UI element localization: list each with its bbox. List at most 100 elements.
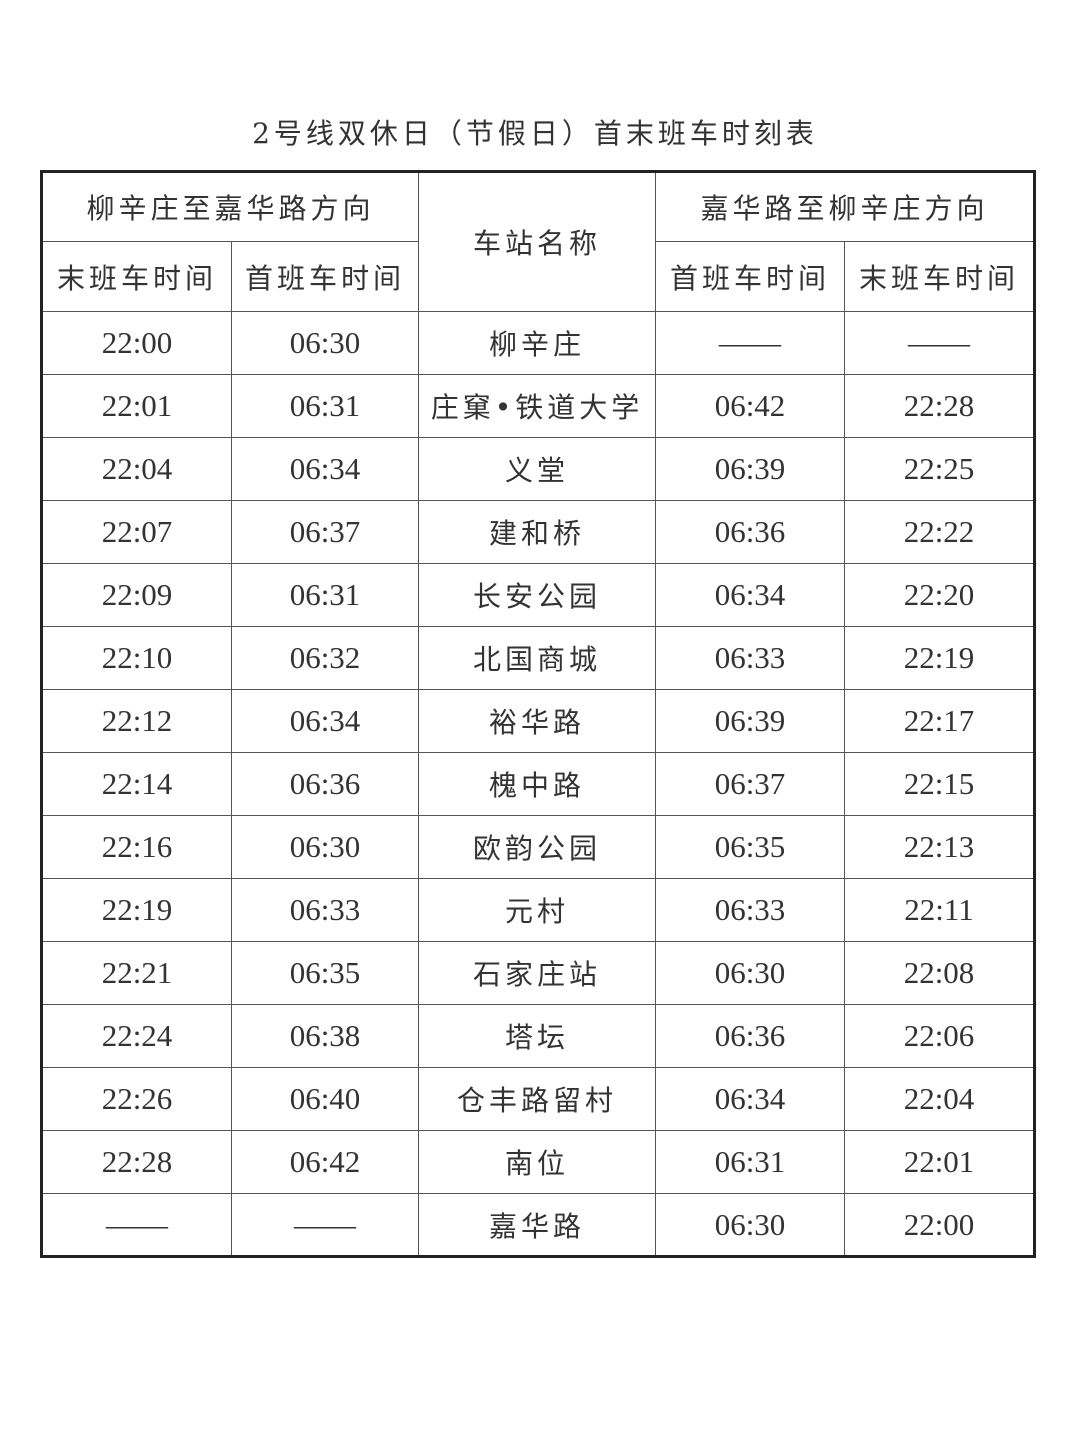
station-name: 柳辛庄 — [418, 311, 656, 375]
last-train-a: 22:14 — [41, 752, 232, 816]
first-train-a: 06:34 — [231, 437, 419, 501]
station-name: 槐中路 — [418, 752, 656, 816]
last-train-b: —— — [844, 311, 1035, 375]
first-train-b: 06:31 — [655, 1130, 845, 1194]
first-train-a: 06:36 — [231, 752, 419, 816]
last-train-b: 22:11 — [844, 878, 1035, 942]
last-train-a: 22:19 — [41, 878, 232, 942]
last-train-b: 22:13 — [844, 815, 1035, 879]
first-train-b: 06:36 — [655, 500, 845, 564]
station-name: 建和桥 — [418, 500, 656, 564]
table-row: 22:09 06:31 长安公园 06:34 22:20 — [41, 563, 1035, 627]
first-train-a: 06:37 — [231, 500, 419, 564]
last-train-b: 22:08 — [844, 941, 1035, 1005]
header-first-train-b: 首班车时间 — [655, 241, 845, 312]
table-row: 22:19 06:33 元村 06:33 22:11 — [41, 878, 1035, 942]
first-train-b: 06:36 — [655, 1004, 845, 1068]
first-train-b: 06:33 — [655, 878, 845, 942]
first-train-b: 06:37 — [655, 752, 845, 816]
first-train-b: 06:30 — [655, 1193, 845, 1257]
header-direction-b: 嘉华路至柳辛庄方向 — [655, 171, 1035, 242]
header-station: 车站名称 — [418, 171, 656, 312]
last-train-a: 22:26 — [41, 1067, 232, 1131]
table-row: 22:04 06:34 义堂 06:39 22:25 — [41, 437, 1035, 501]
station-name: 庄窠•铁道大学 — [418, 374, 656, 438]
station-name: 石家庄站 — [418, 941, 656, 1005]
header-last-train-a: 末班车时间 — [41, 241, 232, 312]
last-train-a: 22:21 — [41, 941, 232, 1005]
first-train-a: 06:38 — [231, 1004, 419, 1068]
last-train-b: 22:22 — [844, 500, 1035, 564]
first-train-a: 06:35 — [231, 941, 419, 1005]
table-row: 22:01 06:31 庄窠•铁道大学 06:42 22:28 — [41, 374, 1035, 438]
table-row: —— —— 嘉华路 06:30 22:00 — [41, 1193, 1035, 1257]
first-train-a: —— — [231, 1193, 419, 1257]
last-train-a: 22:01 — [41, 374, 232, 438]
first-train-b: 06:33 — [655, 626, 845, 690]
first-train-b: 06:34 — [655, 1067, 845, 1131]
station-name: 塔坛 — [418, 1004, 656, 1068]
table-row: 22:21 06:35 石家庄站 06:30 22:08 — [41, 941, 1035, 1005]
first-train-a: 06:42 — [231, 1130, 419, 1194]
first-train-a: 06:31 — [231, 563, 419, 627]
page-title: 2号线双休日（节假日）首末班车时刻表 — [252, 117, 818, 150]
last-train-b: 22:06 — [844, 1004, 1035, 1068]
first-train-a: 06:31 — [231, 374, 419, 438]
first-train-b: 06:35 — [655, 815, 845, 879]
station-name: 仓丰路留村 — [418, 1067, 656, 1131]
last-train-a: 22:00 — [41, 311, 232, 375]
station-name: 裕华路 — [418, 689, 656, 753]
table-row: 22:07 06:37 建和桥 06:36 22:22 — [41, 500, 1035, 564]
last-train-a: 22:04 — [41, 437, 232, 501]
first-train-b: —— — [655, 311, 845, 375]
header-row-1: 柳辛庄至嘉华路方向 车站名称 嘉华路至柳辛庄方向 — [41, 171, 1035, 312]
station-name: 元村 — [418, 878, 656, 942]
last-train-b: 22:19 — [844, 626, 1035, 690]
timetable: 柳辛庄至嘉华路方向 车站名称 嘉华路至柳辛庄方向 末班车时间 首班车时间 首班车… — [40, 170, 1036, 1258]
station-name: 南位 — [418, 1130, 656, 1194]
first-train-a: 06:33 — [231, 878, 419, 942]
header-direction-a: 柳辛庄至嘉华路方向 — [41, 171, 419, 242]
last-train-b: 22:04 — [844, 1067, 1035, 1131]
last-train-a: 22:07 — [41, 500, 232, 564]
first-train-a: 06:32 — [231, 626, 419, 690]
last-train-a: 22:28 — [41, 1130, 232, 1194]
station-name: 义堂 — [418, 437, 656, 501]
station-name: 欧韵公园 — [418, 815, 656, 879]
header-first-train-a: 首班车时间 — [231, 241, 419, 312]
last-train-b: 22:28 — [844, 374, 1035, 438]
first-train-b: 06:30 — [655, 941, 845, 1005]
header-last-train-b: 末班车时间 — [844, 241, 1035, 312]
last-train-a: —— — [41, 1193, 232, 1257]
last-train-a: 22:09 — [41, 563, 232, 627]
first-train-b: 06:42 — [655, 374, 845, 438]
first-train-b: 06:39 — [655, 689, 845, 753]
table-row: 22:28 06:42 南位 06:31 22:01 — [41, 1130, 1035, 1194]
table-row: 22:12 06:34 裕华路 06:39 22:17 — [41, 689, 1035, 753]
table-row: 22:24 06:38 塔坛 06:36 22:06 — [41, 1004, 1035, 1068]
last-train-b: 22:15 — [844, 752, 1035, 816]
first-train-b: 06:34 — [655, 563, 845, 627]
table-row: 22:00 06:30 柳辛庄 —— —— — [41, 311, 1035, 375]
station-name: 北国商城 — [418, 626, 656, 690]
first-train-a: 06:40 — [231, 1067, 419, 1131]
table-row: 22:10 06:32 北国商城 06:33 22:19 — [41, 626, 1035, 690]
first-train-a: 06:30 — [231, 815, 419, 879]
last-train-b: 22:01 — [844, 1130, 1035, 1194]
first-train-a: 06:30 — [231, 311, 419, 375]
station-name: 嘉华路 — [418, 1193, 656, 1257]
last-train-a: 22:24 — [41, 1004, 232, 1068]
table-row: 22:14 06:36 槐中路 06:37 22:15 — [41, 752, 1035, 816]
last-train-a: 22:12 — [41, 689, 232, 753]
last-train-a: 22:10 — [41, 626, 232, 690]
table-row: 22:16 06:30 欧韵公园 06:35 22:13 — [41, 815, 1035, 879]
last-train-b: 22:17 — [844, 689, 1035, 753]
last-train-b: 22:20 — [844, 563, 1035, 627]
table-row: 22:26 06:40 仓丰路留村 06:34 22:04 — [41, 1067, 1035, 1131]
last-train-b: 22:25 — [844, 437, 1035, 501]
station-name: 长安公园 — [418, 563, 656, 627]
last-train-b: 22:00 — [844, 1193, 1035, 1257]
first-train-b: 06:39 — [655, 437, 845, 501]
last-train-a: 22:16 — [41, 815, 232, 879]
first-train-a: 06:34 — [231, 689, 419, 753]
